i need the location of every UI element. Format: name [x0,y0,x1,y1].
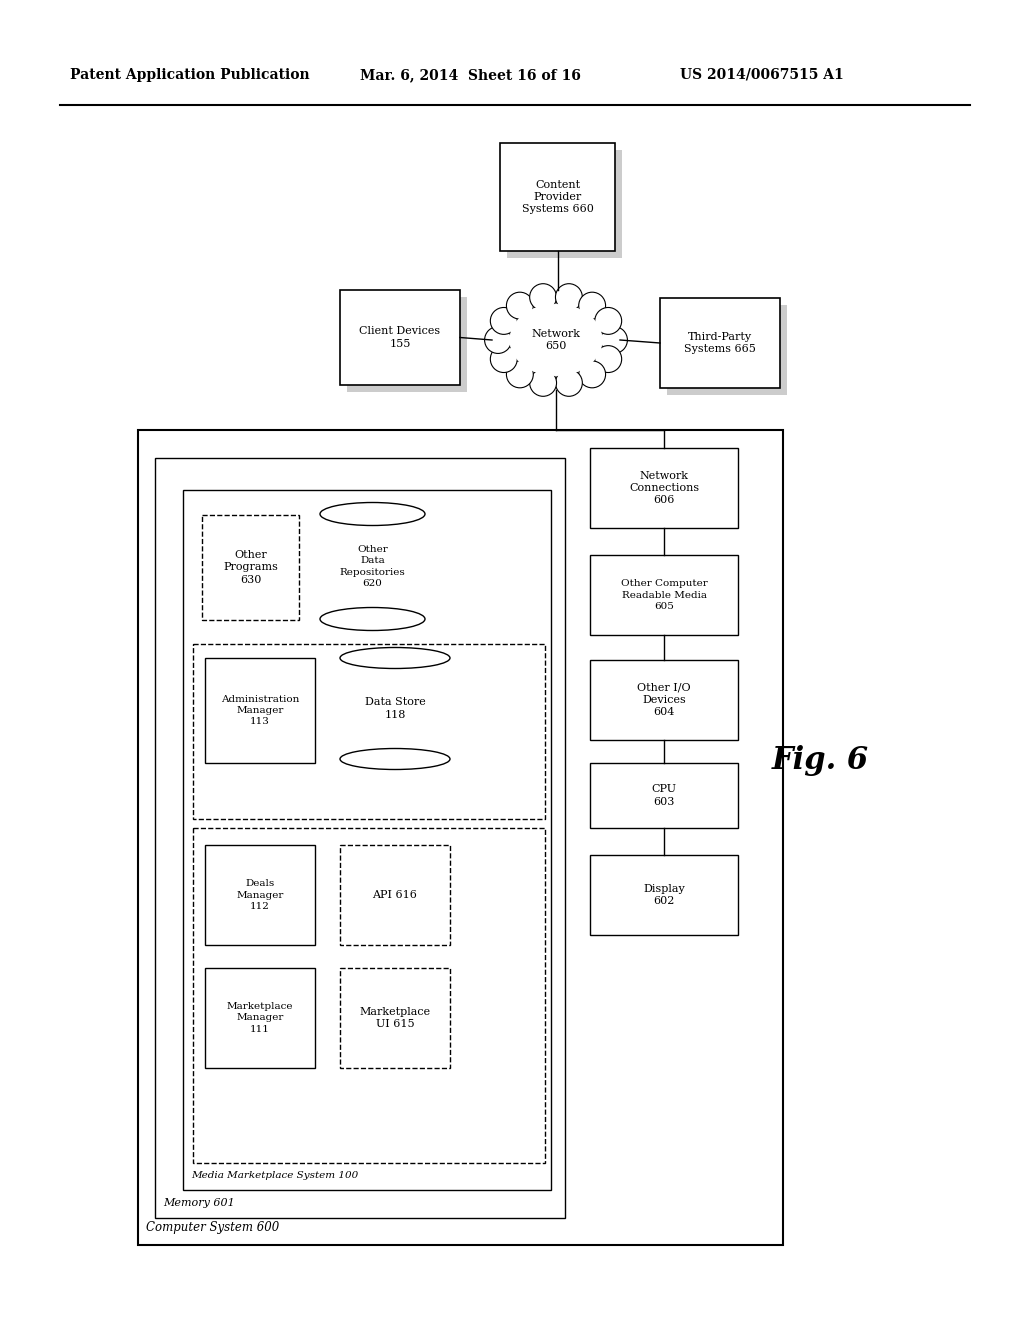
Text: US 2014/0067515 A1: US 2014/0067515 A1 [680,69,844,82]
Circle shape [555,284,583,310]
Text: Third-Party
Systems 665: Third-Party Systems 665 [684,331,756,354]
Circle shape [529,284,556,310]
Bar [205,657,315,763]
Ellipse shape [319,607,425,631]
Bar [205,845,315,945]
Circle shape [490,346,517,372]
Circle shape [507,360,534,388]
Bar [340,845,450,945]
Text: API 616: API 616 [373,890,418,900]
Bar [347,297,467,392]
Bar [193,828,545,1163]
Text: Fig. 6: Fig. 6 [771,744,868,776]
Ellipse shape [510,304,602,376]
Ellipse shape [319,503,425,525]
Bar [590,660,738,741]
Bar [667,305,787,395]
Text: Memory 601: Memory 601 [163,1199,234,1208]
Circle shape [595,346,622,372]
Bar [319,513,425,619]
Text: Other
Programs
630: Other Programs 630 [223,550,278,585]
Circle shape [600,326,628,354]
Ellipse shape [494,292,618,388]
Circle shape [579,360,605,388]
Bar [183,490,551,1191]
Text: Marketplace
Manager
111: Marketplace Manager 111 [226,1002,293,1034]
Circle shape [555,370,583,396]
Bar [340,968,450,1068]
Bar [590,447,738,528]
Circle shape [579,292,605,319]
Bar [590,554,738,635]
Bar [205,968,315,1068]
Text: Network
650: Network 650 [531,329,581,351]
Text: Mar. 6, 2014  Sheet 16 of 16: Mar. 6, 2014 Sheet 16 of 16 [360,69,581,82]
Circle shape [507,292,534,319]
Text: Other
Data
Repositories
620: Other Data Repositories 620 [340,545,406,587]
Bar [500,143,615,251]
Text: Display
602: Display 602 [643,884,685,907]
Circle shape [529,370,556,396]
Bar [193,644,545,818]
Circle shape [595,308,622,334]
Bar [138,430,783,1245]
Bar [590,855,738,935]
Circle shape [490,308,517,334]
Text: Computer System 600: Computer System 600 [146,1221,280,1233]
Text: Other I/O
Devices
604: Other I/O Devices 604 [637,682,691,717]
Text: Marketplace
UI 615: Marketplace UI 615 [359,1007,430,1030]
Text: Deals
Manager
112: Deals Manager 112 [237,879,284,911]
Bar [507,150,622,257]
Text: Content
Provider
Systems 660: Content Provider Systems 660 [521,180,594,214]
Text: CPU
603: CPU 603 [651,784,677,807]
Text: Client Devices
155: Client Devices 155 [359,326,440,348]
Bar [590,763,738,828]
Bar [340,290,460,385]
Text: Data Store
118: Data Store 118 [365,697,425,719]
Text: Network
Connections
606: Network Connections 606 [629,471,699,506]
Bar [660,298,780,388]
Bar [340,657,450,759]
Bar [202,515,299,620]
Text: Other Computer
Readable Media
605: Other Computer Readable Media 605 [621,579,708,611]
Text: Administration
Manager
113: Administration Manager 113 [221,694,299,726]
Ellipse shape [340,648,450,668]
Text: Media Marketplace System 100: Media Marketplace System 100 [191,1171,358,1180]
Bar [155,458,565,1218]
Ellipse shape [340,748,450,770]
Circle shape [484,326,511,354]
Text: Patent Application Publication: Patent Application Publication [70,69,309,82]
